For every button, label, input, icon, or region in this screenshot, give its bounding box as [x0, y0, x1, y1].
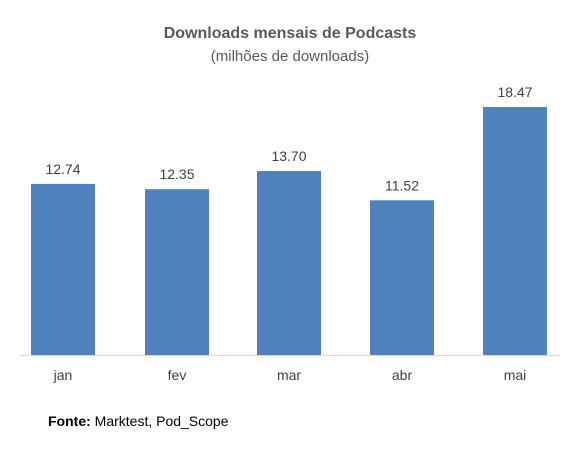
x-tick-label-jan: jan	[53, 367, 73, 383]
chart-title: Downloads mensais de Podcasts	[163, 25, 417, 42]
x-tick-label-fev: fev	[168, 367, 187, 383]
bars-layer: 12.74 jan 12.35 fev 13.70 mar 11.52 abr 18.47 mai	[31, 84, 547, 383]
source-note: Fonte: Marktest, Pod_Scope	[48, 413, 229, 429]
bar-mai	[483, 107, 547, 355]
x-tick-label-abr: abr	[392, 367, 413, 383]
source-text: Marktest, Pod_Scope	[90, 413, 229, 429]
data-label-fev: 12.35	[159, 166, 194, 182]
bar-abr	[370, 200, 434, 355]
bar-fev	[145, 189, 209, 355]
data-label-mai: 18.47	[497, 84, 532, 100]
x-tick-label-mai: mai	[504, 367, 527, 383]
bar-mar	[257, 171, 321, 355]
x-tick-label-mar: mar	[277, 367, 301, 383]
bar-jan	[31, 183, 95, 355]
chart-subtitle: (milhões de downloads)	[210, 48, 370, 65]
data-label-jan: 12.74	[45, 161, 80, 177]
data-label-abr: 11.52	[385, 177, 419, 193]
data-label-mar: 13.70	[271, 148, 306, 164]
source-label: Fonte:	[48, 413, 91, 429]
